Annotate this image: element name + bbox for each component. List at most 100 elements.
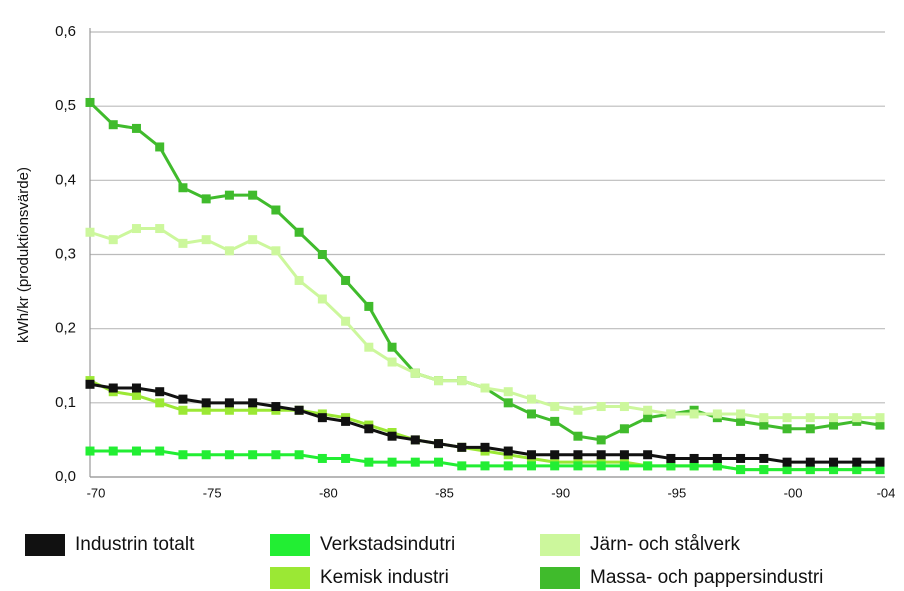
point: [666, 409, 676, 419]
y-tick-label: 0,5: [55, 97, 76, 114]
point: [410, 435, 420, 445]
point: [736, 453, 746, 463]
point: [387, 431, 397, 441]
point: [875, 457, 885, 467]
point: [503, 461, 513, 471]
point: [526, 409, 536, 419]
point: [666, 453, 676, 463]
point: [689, 453, 699, 463]
point: [503, 398, 513, 408]
point: [341, 275, 351, 285]
point: [317, 250, 327, 259]
point: [736, 416, 746, 426]
point: [248, 398, 258, 408]
x-tick-label: -80: [319, 485, 338, 500]
y-tick-label: 0,3: [55, 245, 76, 262]
point: [550, 450, 560, 460]
point: [805, 413, 815, 423]
point: [852, 457, 862, 467]
point: [573, 461, 583, 471]
point: [550, 402, 560, 412]
point: [201, 405, 211, 415]
point: [387, 357, 397, 367]
point: [643, 405, 653, 415]
point: [271, 402, 281, 412]
point: [829, 413, 839, 423]
point: [108, 446, 118, 456]
point: [526, 450, 536, 460]
point: [108, 235, 118, 245]
point: [341, 316, 351, 326]
point: [736, 465, 746, 475]
point: [829, 457, 839, 467]
point: [364, 457, 374, 467]
y-tick-label: 0,0: [55, 468, 76, 485]
legend-swatch: [25, 534, 65, 556]
point: [224, 405, 234, 415]
point: [294, 450, 304, 460]
point: [596, 402, 606, 412]
point: [248, 405, 258, 415]
point: [875, 420, 885, 430]
legend-label: Järn- och stålverk: [590, 534, 740, 555]
y-tick-label: 0,1: [55, 394, 76, 411]
point: [224, 450, 234, 460]
point: [805, 424, 815, 434]
point: [643, 450, 653, 460]
point: [573, 405, 583, 415]
point: [155, 398, 165, 408]
x-tick-label: -00: [784, 485, 803, 500]
point: [829, 465, 839, 475]
point: [317, 453, 327, 463]
point: [550, 416, 560, 426]
point: [294, 227, 304, 237]
point: [178, 183, 188, 193]
point: [689, 409, 699, 419]
point: [155, 224, 165, 234]
point: [224, 398, 234, 408]
point: [782, 424, 792, 434]
point: [759, 465, 769, 475]
point: [526, 461, 536, 471]
y-tick-label: 0,6: [55, 23, 76, 40]
point: [317, 294, 327, 304]
point: [689, 461, 699, 471]
point: [410, 368, 420, 378]
point: [131, 383, 141, 393]
point: [317, 413, 327, 423]
point: [85, 446, 95, 456]
point: [294, 405, 304, 415]
point: [503, 387, 513, 397]
point: [759, 453, 769, 463]
point: [712, 409, 722, 419]
point: [341, 453, 351, 463]
point: [805, 457, 815, 467]
point: [85, 227, 95, 237]
point: [782, 465, 792, 475]
point: [550, 461, 560, 471]
point: [364, 424, 374, 434]
point: [248, 450, 258, 460]
point: [271, 450, 281, 460]
x-tick-label: -85: [435, 485, 454, 500]
point: [85, 97, 95, 107]
point: [712, 461, 722, 471]
x-tick-label: -75: [203, 485, 222, 500]
point: [829, 420, 839, 430]
point: [457, 461, 467, 471]
point: [155, 446, 165, 456]
point: [155, 387, 165, 397]
point: [852, 465, 862, 475]
point: [457, 442, 467, 452]
point: [712, 453, 722, 463]
point: [201, 450, 211, 460]
point: [805, 465, 815, 475]
point: [131, 224, 141, 234]
point: [666, 461, 676, 471]
point: [201, 235, 211, 245]
legend-swatch: [270, 567, 310, 589]
point: [387, 457, 397, 467]
x-tick-label: -90: [551, 485, 570, 500]
point: [131, 390, 141, 400]
legend-swatch: [270, 534, 310, 556]
